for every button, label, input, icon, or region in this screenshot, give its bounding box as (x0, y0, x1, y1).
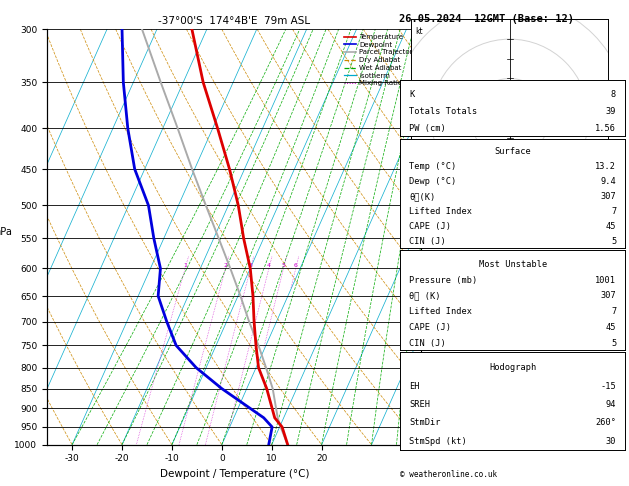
Text: -15: -15 (601, 382, 616, 391)
Text: Hodograph: Hodograph (489, 364, 537, 372)
Text: 6: 6 (294, 263, 298, 268)
Text: CIN (J): CIN (J) (409, 339, 446, 348)
Text: Most Unstable: Most Unstable (479, 260, 547, 269)
Text: 2: 2 (223, 263, 228, 268)
Text: 7: 7 (611, 208, 616, 216)
Y-axis label: hPa: hPa (0, 227, 13, 237)
Text: 260°: 260° (595, 418, 616, 427)
Text: Lifted Index: Lifted Index (409, 307, 472, 316)
Text: 7: 7 (611, 307, 616, 316)
Legend: Temperature, Dewpoint, Parcel Trajectory, Dry Adiabat, Wet Adiabat, Isotherm, Mi: Temperature, Dewpoint, Parcel Trajectory… (342, 33, 418, 88)
Text: CAPE (J): CAPE (J) (409, 323, 451, 332)
Text: 1.56: 1.56 (595, 124, 616, 133)
Text: Lifted Index: Lifted Index (409, 208, 472, 216)
Text: Dewp (°C): Dewp (°C) (409, 177, 456, 187)
Text: 1: 1 (183, 263, 187, 268)
Text: EH: EH (409, 382, 420, 391)
Text: 10: 10 (512, 155, 520, 160)
Text: kt: kt (415, 27, 423, 36)
Text: K: K (409, 90, 415, 99)
Text: 5: 5 (611, 237, 616, 246)
Text: 8: 8 (611, 90, 616, 99)
Text: 3: 3 (248, 263, 252, 268)
Text: 5: 5 (282, 263, 286, 268)
Text: Temp (°C): Temp (°C) (409, 162, 456, 172)
Text: 20: 20 (512, 194, 520, 200)
Text: 26.05.2024  12GMT (Base: 12): 26.05.2024 12GMT (Base: 12) (399, 14, 574, 24)
Text: 4: 4 (267, 263, 271, 268)
Text: CIN (J): CIN (J) (409, 237, 446, 246)
Text: SREH: SREH (409, 400, 430, 409)
Text: 30: 30 (512, 234, 520, 239)
Text: 13.2: 13.2 (595, 162, 616, 172)
Text: StmSpd (kt): StmSpd (kt) (409, 437, 467, 446)
X-axis label: Dewpoint / Temperature (°C): Dewpoint / Temperature (°C) (160, 469, 309, 479)
Text: Pressure (mb): Pressure (mb) (409, 276, 477, 285)
Text: © weatheronline.co.uk: © weatheronline.co.uk (400, 469, 497, 479)
Text: PW (cm): PW (cm) (409, 124, 446, 133)
Text: Totals Totals: Totals Totals (409, 107, 477, 116)
Text: 307: 307 (601, 292, 616, 300)
Text: θᴇ(K): θᴇ(K) (409, 192, 435, 201)
Text: 45: 45 (606, 223, 616, 231)
Text: 5: 5 (611, 339, 616, 348)
Text: 9.4: 9.4 (601, 177, 616, 187)
Text: 45: 45 (606, 323, 616, 332)
Text: CAPE (J): CAPE (J) (409, 223, 451, 231)
Title: -37°00'S  174°4B'E  79m ASL: -37°00'S 174°4B'E 79m ASL (159, 16, 310, 26)
Text: 39: 39 (606, 107, 616, 116)
Y-axis label: km
ASL: km ASL (448, 227, 464, 246)
Text: 94: 94 (606, 400, 616, 409)
Text: θᴇ (K): θᴇ (K) (409, 292, 440, 300)
Text: 307: 307 (601, 192, 616, 201)
Text: StmDir: StmDir (409, 418, 440, 427)
Text: 30: 30 (606, 437, 616, 446)
Text: LCL: LCL (405, 427, 419, 436)
Text: Surface: Surface (494, 147, 531, 156)
Text: 1001: 1001 (595, 276, 616, 285)
